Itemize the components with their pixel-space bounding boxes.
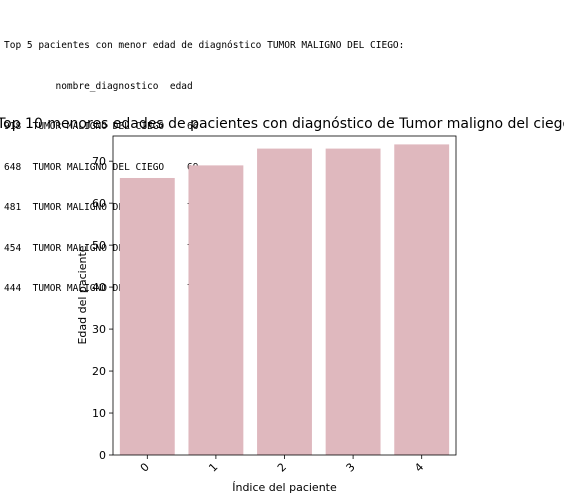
y-tick-label: 70 xyxy=(92,155,106,168)
bars-group xyxy=(119,144,450,455)
x-tick-label: 3 xyxy=(344,460,358,474)
x-axis-label: Índice del paciente xyxy=(232,481,337,494)
bar-0 xyxy=(119,177,175,455)
x-tick-label: 2 xyxy=(275,460,289,474)
plot-frame xyxy=(112,135,457,456)
x-tick-label: 0 xyxy=(138,460,152,474)
y-tick-label: 0 xyxy=(99,449,106,462)
y-axis-label: Edad del paciente xyxy=(76,245,89,344)
x-tick-label: 1 xyxy=(206,460,220,474)
console-table-row: 918 TUMOR MALIGNO DEL CIEGO 66 xyxy=(4,121,199,132)
y-tick-label: 20 xyxy=(92,365,106,378)
y-tick-label: 10 xyxy=(92,407,106,420)
x-axis: 0 1 2 3 4 xyxy=(138,455,426,475)
y-axis: 0 10 20 30 40 50 60 70 xyxy=(92,155,113,462)
y-tick-label: 50 xyxy=(92,239,106,252)
bar-4 xyxy=(394,144,450,455)
y-tick-label: 30 xyxy=(92,323,106,336)
console-heading: Top 5 pacientes con menor edad de diagnó… xyxy=(4,40,405,51)
bar-1 xyxy=(188,165,244,455)
bar-3 xyxy=(325,148,381,455)
x-tick-label: 4 xyxy=(412,460,426,474)
bar-2 xyxy=(257,148,312,455)
y-tick-label: 60 xyxy=(92,197,106,210)
bar-chart: Top 10 menores edades de pacientes con d… xyxy=(0,116,564,494)
y-tick-label: 40 xyxy=(92,281,106,294)
chart-title: Top 10 menores edades de pacientes con d… xyxy=(0,116,564,132)
console-table-header: nombre_diagnostico edad xyxy=(4,80,193,92)
